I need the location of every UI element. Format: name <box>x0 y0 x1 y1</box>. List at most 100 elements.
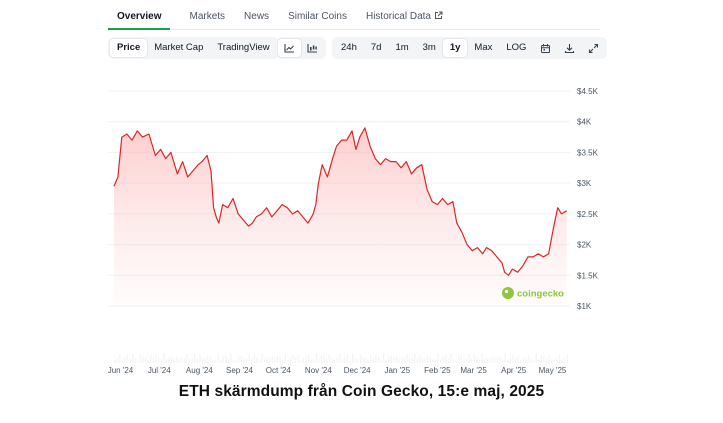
volume-bar <box>284 353 286 363</box>
volume-bar <box>427 355 429 363</box>
tab-label: Similar Coins <box>288 11 347 22</box>
volume-bar <box>416 358 418 363</box>
volume-bar <box>258 359 261 363</box>
volume-bar <box>388 357 390 363</box>
volume-bar <box>424 358 426 363</box>
volume-bar <box>458 356 460 363</box>
x-tick-label: Apr '25 <box>501 366 527 375</box>
range-24h-button[interactable]: 24h <box>341 42 357 53</box>
volume-bar <box>163 353 165 363</box>
volume-bar <box>313 359 315 363</box>
price-chart[interactable]: $4.5K $4K $3.5K $3K $2.5K $2K $1.5K $1K Jun '24… <box>108 80 600 380</box>
tab-label: News <box>244 11 270 22</box>
volume-bar <box>132 353 134 363</box>
volume-bar <box>196 358 198 363</box>
volume-bar <box>460 355 462 363</box>
tab-overview[interactable]: Overview <box>108 0 171 30</box>
volume-bar <box>439 359 442 363</box>
volume-bar <box>372 358 374 363</box>
volume-bar <box>207 355 209 363</box>
range-max-button[interactable]: Max <box>474 42 493 53</box>
candlestick-chart-icon[interactable] <box>301 39 324 57</box>
volume-bar <box>556 357 558 363</box>
volume-bar <box>442 355 444 363</box>
volume-bar <box>157 357 160 363</box>
range-1m-button[interactable]: 1m <box>395 42 409 53</box>
volume-bar <box>406 353 408 363</box>
x-tick-label: Dec '24 <box>344 366 371 375</box>
volume-bar <box>165 359 167 363</box>
volume-bar <box>121 358 123 363</box>
volume-bar <box>520 359 522 363</box>
volume-bar <box>434 359 436 363</box>
tab-markets[interactable]: Markets <box>189 0 225 29</box>
volume-bar <box>483 358 486 363</box>
volume-bar <box>320 355 323 363</box>
volume-bar <box>401 357 403 363</box>
volume-bar <box>393 357 395 363</box>
volume-bar <box>235 359 237 363</box>
x-tick-label: Nov '24 <box>305 366 332 375</box>
volume-bar <box>478 359 480 363</box>
line-chart-icon[interactable] <box>278 39 301 57</box>
volume-bar <box>543 356 545 363</box>
volume-bar <box>300 359 302 363</box>
volume-bar <box>142 357 144 363</box>
volume-bar <box>287 359 289 363</box>
volume-bar <box>450 353 452 363</box>
volume-bar <box>339 354 341 363</box>
volume-bar <box>212 359 214 363</box>
expand-button[interactable] <box>581 39 605 57</box>
download-button[interactable] <box>557 39 581 57</box>
volume-bar <box>264 358 266 363</box>
range-3m-button[interactable]: 3m <box>422 42 436 53</box>
range-7d-button[interactable]: 7d <box>370 42 382 53</box>
volume-bar <box>564 357 566 363</box>
volume-bar <box>238 356 240 363</box>
volume-bar <box>538 359 540 363</box>
volume-bar <box>463 358 465 363</box>
volume-bar <box>351 353 354 363</box>
tab-bar: Overview Markets News Similar Coins Historic… <box>108 0 600 30</box>
volume-bar <box>160 359 162 363</box>
volume-bar <box>194 353 196 363</box>
volume-bar <box>530 358 532 363</box>
volume-bar <box>496 356 499 363</box>
volume-bar <box>173 357 175 363</box>
view-price-button[interactable]: Price <box>110 39 148 57</box>
y-tick-label: $1.5K <box>577 271 599 280</box>
volume-bar <box>170 356 173 363</box>
view-market-cap-button[interactable]: Market Cap <box>154 42 204 53</box>
volume-bar <box>514 358 517 363</box>
expand-icon <box>588 43 598 53</box>
volume-bar <box>535 353 537 363</box>
volume-bar <box>289 357 292 363</box>
tab-historical-data[interactable]: Historical Data <box>366 0 443 29</box>
view-tradingview-button[interactable]: TradingView <box>217 42 270 53</box>
volume-bar <box>201 358 204 363</box>
range-log-button[interactable]: LOG <box>506 42 527 53</box>
volume-bar <box>183 358 186 363</box>
range-1y-button[interactable]: 1y <box>442 39 468 57</box>
volume-bar <box>553 359 555 363</box>
chart-type-group <box>276 37 326 59</box>
calendar-icon <box>540 43 550 53</box>
tab-similar-coins[interactable]: Similar Coins <box>288 0 347 29</box>
y-tick-label: $1K <box>577 302 592 311</box>
volume-bar <box>486 357 488 363</box>
volume-bar <box>266 357 268 363</box>
volume-bar <box>551 358 553 363</box>
volume-bar <box>367 359 369 363</box>
y-tick-label: $4K <box>577 118 592 127</box>
volume-bar <box>395 356 398 363</box>
volume-bar <box>225 355 227 363</box>
volume-bar <box>271 356 274 363</box>
calendar-button[interactable] <box>533 39 557 57</box>
volume-bar <box>540 355 543 363</box>
view-toggle-group: Price Market Cap TradingView <box>108 37 279 59</box>
volume-bar <box>522 357 524 363</box>
volume-bar <box>468 354 470 363</box>
volume-bar <box>305 356 307 363</box>
tab-news[interactable]: News <box>244 0 269 29</box>
coingecko-logo-icon <box>502 287 514 299</box>
